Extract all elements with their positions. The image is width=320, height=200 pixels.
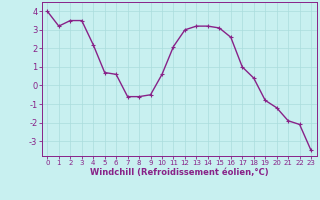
X-axis label: Windchill (Refroidissement éolien,°C): Windchill (Refroidissement éolien,°C) (90, 168, 268, 177)
